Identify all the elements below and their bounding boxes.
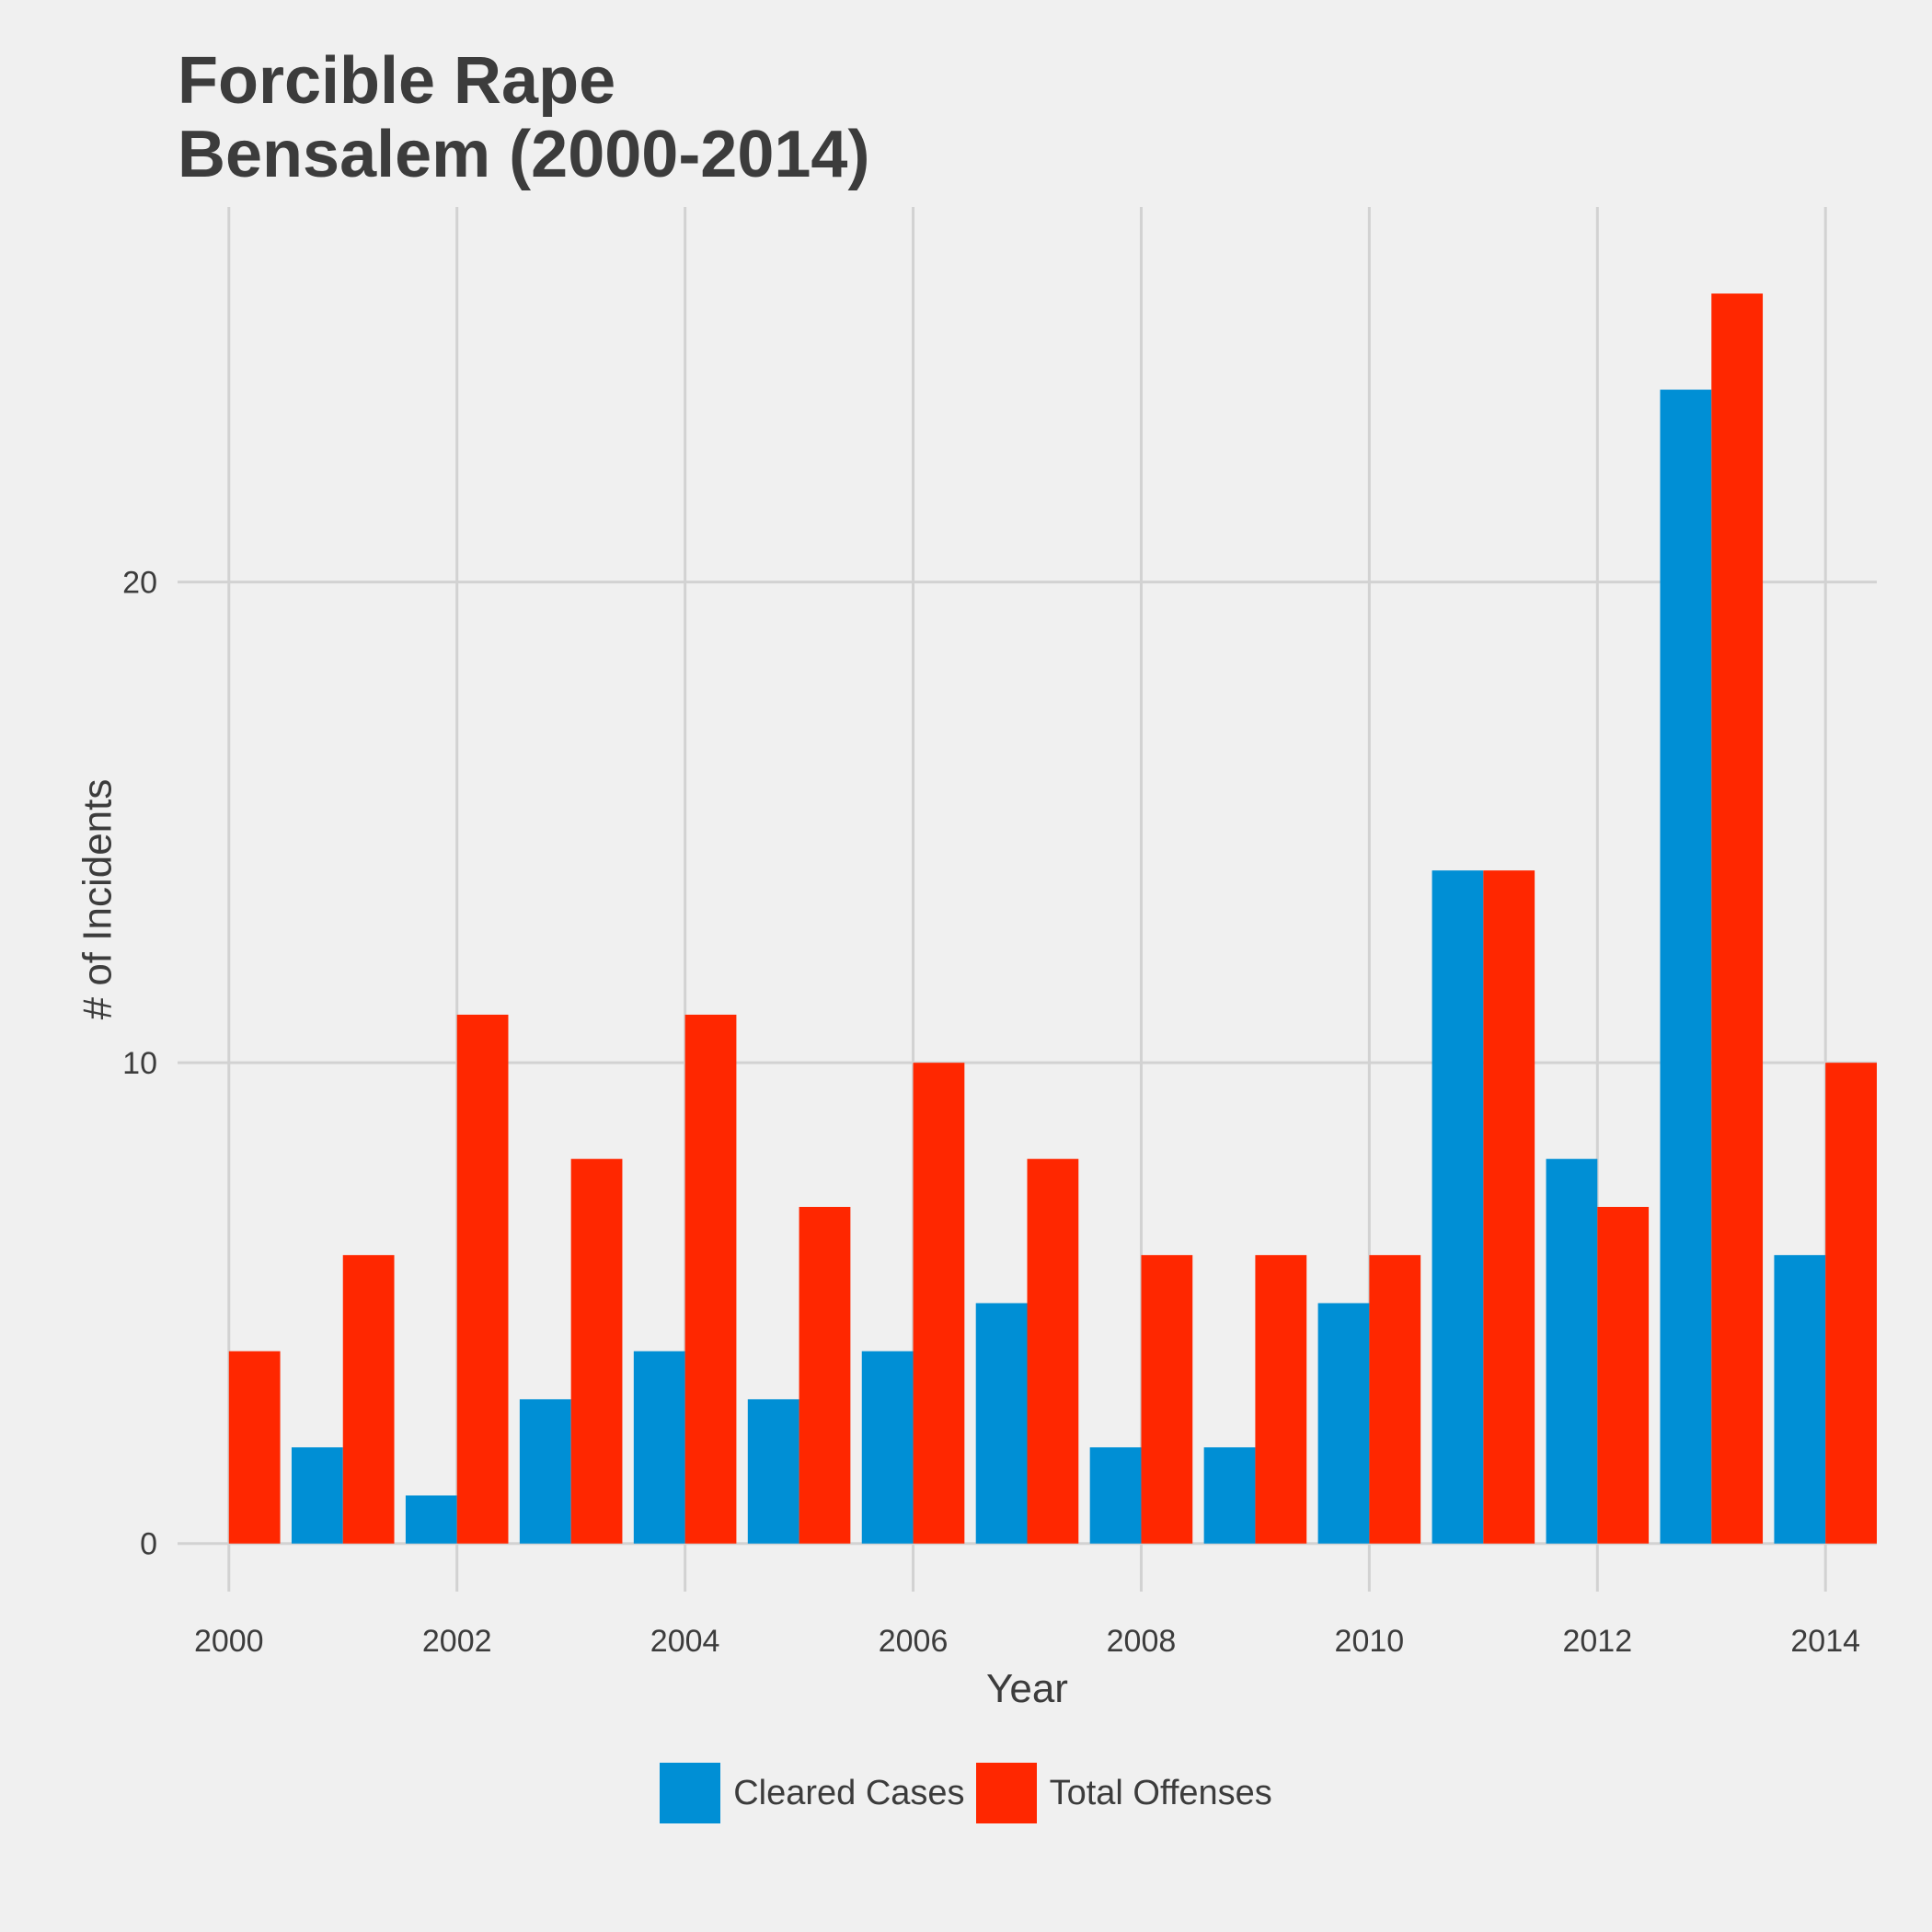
x-tick-label-2012: 2012 xyxy=(1562,1624,1632,1659)
legend-item-cleared-cases: Cleared Cases xyxy=(660,1763,965,1823)
bar-total-offenses-2009 xyxy=(1255,1255,1307,1544)
bar-cleared-cases-2002 xyxy=(405,1495,457,1544)
bar-cleared-cases-2014 xyxy=(1774,1255,1826,1544)
y-tick-label-0: 0 xyxy=(140,1527,157,1562)
tick-labels: 2000 2002 2004 2006 2008 2010 2012 2014 0 10 20 xyxy=(122,566,1860,1659)
x-tick-label-2014: 2014 xyxy=(1790,1624,1860,1659)
bar-total-offenses-2011 xyxy=(1483,870,1535,1544)
bar-cleared-cases-2003 xyxy=(519,1398,571,1544)
chart-title-block: Forcible Rape Bensalem (2000-2014) xyxy=(178,44,869,191)
bar-cleared-cases-2012 xyxy=(1546,1158,1598,1544)
x-axis-title: Year xyxy=(986,1666,1068,1711)
x-tick-label-2008: 2008 xyxy=(1107,1624,1177,1659)
bar-total-offenses-2007 xyxy=(1027,1158,1079,1544)
legend-swatch-total-offenses xyxy=(975,1763,1037,1823)
bar-total-offenses-2010 xyxy=(1369,1255,1421,1544)
bar-cleared-cases-2008 xyxy=(1089,1447,1142,1544)
x-tick-label-2006: 2006 xyxy=(879,1624,949,1659)
bar-total-offenses-2002 xyxy=(456,1014,509,1544)
y-tick-label-10: 10 xyxy=(122,1046,157,1081)
bar-cleared-cases-2011 xyxy=(1432,870,1484,1544)
y-tick-label-20: 20 xyxy=(122,566,157,601)
legend-label-cleared-cases: Cleared Cases xyxy=(733,1773,965,1812)
bar-total-offenses-2014 xyxy=(1825,1063,1877,1544)
x-tick-label-2004: 2004 xyxy=(650,1624,720,1659)
chart-subtitle: Bensalem (2000-2014) xyxy=(178,118,870,191)
bar-total-offenses-2008 xyxy=(1141,1255,1193,1544)
bar-total-offenses-2000 xyxy=(228,1351,281,1544)
bar-cleared-cases-2013 xyxy=(1660,389,1712,1544)
legend: Cleared Cases Total Offenses xyxy=(0,1763,1932,1823)
x-tick-label-2010: 2010 xyxy=(1335,1624,1405,1659)
bar-cleared-cases-2006 xyxy=(861,1351,914,1544)
bar-total-offenses-2004 xyxy=(684,1014,737,1544)
chart-title: Forcible Rape xyxy=(178,44,616,118)
x-tick-label-2000: 2000 xyxy=(194,1624,264,1659)
x-tick-label-2002: 2002 xyxy=(422,1624,492,1659)
legend-item-total-offenses: Total Offenses xyxy=(975,1763,1272,1823)
bar-cleared-cases-2005 xyxy=(747,1398,799,1544)
bars xyxy=(228,293,1877,1544)
legend-swatch-cleared-cases xyxy=(660,1763,721,1823)
bar-cleared-cases-2007 xyxy=(975,1303,1028,1544)
bar-total-offenses-2006 xyxy=(913,1063,965,1544)
bar-total-offenses-2012 xyxy=(1597,1206,1650,1544)
bar-cleared-cases-2004 xyxy=(633,1351,685,1544)
legend-label-total-offenses: Total Offenses xyxy=(1049,1773,1272,1812)
bar-total-offenses-2003 xyxy=(570,1158,623,1544)
bar-cleared-cases-2009 xyxy=(1203,1447,1256,1544)
bar-total-offenses-2001 xyxy=(342,1255,395,1544)
bar-total-offenses-2005 xyxy=(799,1206,851,1544)
y-axis-title: # of Incidents xyxy=(75,779,120,1020)
bar-cleared-cases-2010 xyxy=(1317,1303,1370,1544)
bar-total-offenses-2013 xyxy=(1711,293,1764,1544)
bar-cleared-cases-2001 xyxy=(291,1447,343,1544)
